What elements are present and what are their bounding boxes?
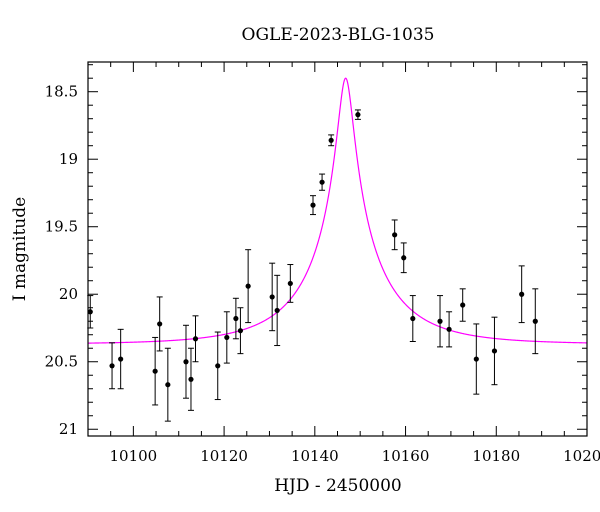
x-tick-label: 10200 bbox=[563, 447, 600, 465]
data-point bbox=[245, 249, 252, 324]
y-tick-label: 20 bbox=[59, 285, 78, 303]
data-point bbox=[274, 274, 281, 347]
data-point bbox=[391, 219, 398, 251]
data-marker bbox=[473, 356, 479, 362]
data-marker bbox=[224, 334, 230, 341]
data-point bbox=[491, 316, 498, 386]
data-marker bbox=[233, 315, 239, 322]
x-tick-label: 10140 bbox=[291, 447, 339, 465]
data-point bbox=[400, 242, 407, 274]
plot-frame bbox=[87, 61, 588, 437]
data-point bbox=[192, 315, 199, 363]
data-point bbox=[287, 264, 294, 303]
data-point bbox=[182, 324, 189, 399]
data-point bbox=[518, 265, 525, 324]
data-point bbox=[223, 311, 230, 364]
y-tick-label: 20.5 bbox=[45, 353, 78, 371]
data-marker bbox=[87, 309, 93, 315]
data-marker bbox=[460, 302, 466, 308]
y-axis-label: I magnitude bbox=[10, 197, 30, 301]
chart-title: OGLE-2023-BLG-1035 bbox=[242, 25, 435, 45]
x-tick-label: 10180 bbox=[472, 447, 520, 465]
data-point bbox=[437, 295, 444, 348]
data-marker bbox=[188, 376, 194, 382]
data-marker bbox=[310, 202, 316, 208]
data-marker bbox=[437, 318, 443, 324]
data-marker bbox=[328, 137, 334, 143]
data-point bbox=[354, 109, 361, 120]
data-point bbox=[409, 295, 416, 342]
x-axis-label: HJD - 2450000 bbox=[274, 476, 402, 496]
data-marker bbox=[269, 294, 275, 300]
data-point bbox=[187, 347, 194, 411]
data-marker bbox=[157, 321, 163, 327]
model-curve-group bbox=[88, 77, 588, 344]
x-tick-label: 10120 bbox=[200, 447, 248, 465]
x-tick-label: 10160 bbox=[382, 447, 430, 465]
data-point bbox=[156, 296, 163, 352]
data-points-group bbox=[87, 109, 539, 422]
data-marker bbox=[319, 179, 325, 185]
y-tick-label: 19 bbox=[59, 150, 78, 168]
data-marker bbox=[410, 315, 416, 322]
data-point bbox=[237, 307, 244, 355]
data-point bbox=[328, 134, 335, 147]
data-point bbox=[269, 262, 276, 332]
data-point bbox=[473, 323, 480, 395]
data-marker bbox=[215, 363, 221, 369]
data-marker bbox=[446, 326, 452, 332]
data-marker bbox=[109, 363, 115, 369]
data-marker bbox=[401, 255, 407, 261]
data-marker bbox=[118, 356, 124, 362]
y-tick-label: 18.5 bbox=[45, 83, 78, 101]
data-point bbox=[214, 331, 221, 401]
data-point bbox=[446, 311, 453, 348]
data-marker bbox=[152, 368, 158, 374]
data-point bbox=[117, 328, 124, 390]
data-point bbox=[164, 347, 171, 422]
data-marker bbox=[355, 112, 361, 118]
data-marker bbox=[491, 348, 498, 354]
y-tick-label: 21 bbox=[59, 420, 78, 438]
data-marker bbox=[237, 328, 244, 334]
data-marker bbox=[274, 307, 280, 314]
data-point bbox=[459, 288, 466, 322]
data-point bbox=[319, 173, 326, 191]
data-point bbox=[310, 195, 317, 216]
data-point bbox=[232, 297, 239, 340]
data-point bbox=[109, 342, 116, 390]
data-marker bbox=[532, 318, 538, 324]
data-marker bbox=[519, 291, 525, 297]
data-point bbox=[152, 336, 159, 406]
data-marker bbox=[392, 232, 398, 238]
data-point bbox=[532, 288, 539, 355]
model-curve bbox=[88, 77, 588, 344]
data-marker bbox=[183, 359, 189, 365]
axes: 10100 10120 10140 10160 10180 10200 18.5 19 19.5… bbox=[45, 62, 600, 465]
data-marker bbox=[287, 280, 293, 287]
x-tick-label: 10100 bbox=[110, 447, 158, 465]
y-tick-label: 19.5 bbox=[45, 218, 78, 236]
data-marker bbox=[245, 283, 251, 289]
data-marker bbox=[192, 336, 199, 342]
data-marker bbox=[165, 382, 171, 388]
